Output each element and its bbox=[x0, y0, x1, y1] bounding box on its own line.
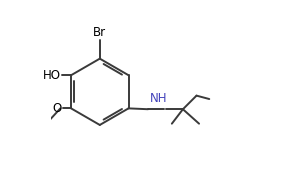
Text: NH: NH bbox=[149, 92, 167, 105]
Text: HO: HO bbox=[42, 69, 60, 82]
Text: Br: Br bbox=[93, 26, 106, 39]
Text: O: O bbox=[52, 102, 62, 115]
